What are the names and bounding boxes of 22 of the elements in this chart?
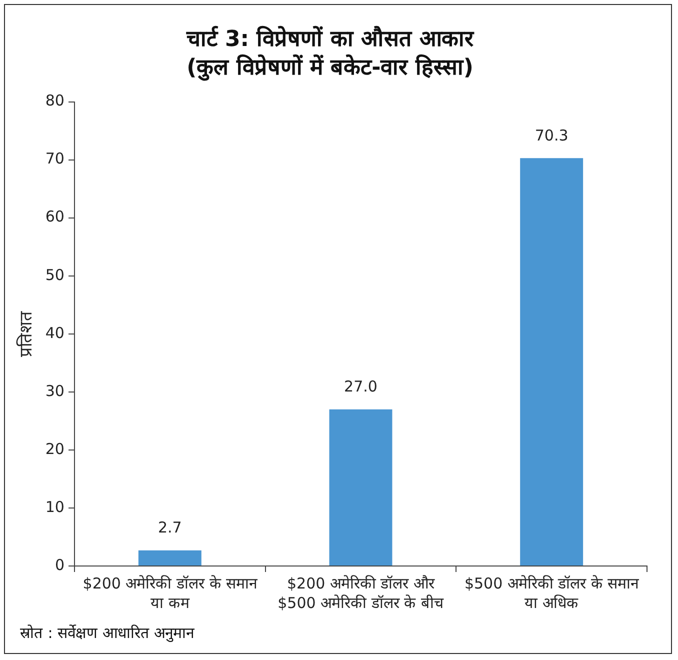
data-label: 2.7 xyxy=(158,518,182,537)
y-tick-label: 60 xyxy=(45,208,64,226)
y-tick-label: 20 xyxy=(45,440,64,458)
data-label: 70.3 xyxy=(534,126,568,144)
y-tick-label: 70 xyxy=(45,150,64,168)
y-tick-label: 50 xyxy=(45,266,64,284)
y-tick-label: 30 xyxy=(45,382,64,400)
y-tick-label: 40 xyxy=(45,324,64,342)
chart-title: चार्ट 3: विप्रेषणों का औसत आकार xyxy=(185,24,475,52)
x-tick-label: $200 अमेरिकी डॉलर और $500 अमेरिकी डॉलर के बीच xyxy=(278,574,444,612)
bar xyxy=(520,158,584,566)
bar xyxy=(329,409,392,566)
bar xyxy=(138,550,202,566)
y-tick-label: 80 xyxy=(45,92,64,110)
y-tick-label: 0 xyxy=(54,556,64,574)
y-axis-title: प्रतिशत xyxy=(16,310,37,357)
x-tick-label: $200 अमेरिकी डॉलर के समान या कम xyxy=(82,574,258,612)
y-tick-label: 10 xyxy=(45,498,64,516)
text: स्रोत : सर्वेक्षण आधारित अनुमान xyxy=(20,623,194,642)
x-tick-label: $500 अमेरिकी डॉलर के समान या अधिक xyxy=(464,574,640,612)
chart-subtitle: (कुल विप्रेषणों में बकेट-वार हिस्सा) xyxy=(186,53,474,82)
data-label: 27.0 xyxy=(344,378,378,396)
